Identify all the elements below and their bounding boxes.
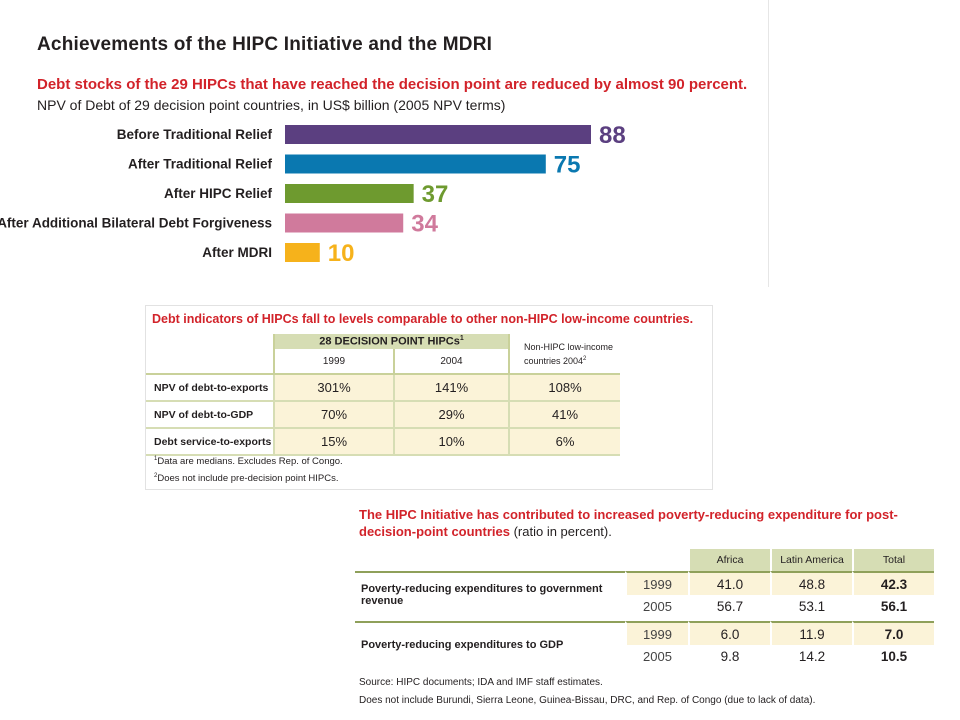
cell-africa: 6.0	[688, 621, 770, 645]
cell-1999: 70%	[273, 402, 393, 429]
cell-total: 10.5	[852, 645, 934, 667]
col-nonhipc: Non-HIPC low-income countries 20042	[508, 334, 620, 375]
value-label: 37	[422, 181, 449, 208]
category-label: After Additional Bilateral Debt Forgiven…	[0, 216, 272, 231]
category-label: After HIPC Relief	[164, 186, 273, 201]
value-label: 34	[411, 211, 438, 238]
col-africa: Africa	[688, 549, 770, 571]
cell-2004: 29%	[393, 402, 508, 429]
cell-africa: 56.7	[688, 595, 770, 617]
col-1999: 1999	[273, 349, 393, 375]
col-nonhipc-line2: countries 2004	[524, 355, 584, 366]
col-latam: Latin America	[770, 549, 852, 571]
footnote-1: 1Data are medians. Excludes Rep. of Cong…	[154, 456, 343, 467]
debt-indicators-title: Debt indicators of HIPCs fall to levels …	[152, 312, 694, 326]
cell-latam: 14.2	[770, 645, 852, 667]
year-cell: 1999	[625, 621, 688, 645]
col-nonhipc-sup: 2	[583, 355, 587, 362]
category-label: After Traditional Relief	[128, 157, 273, 172]
cell-1999: 15%	[273, 429, 393, 456]
row-label: Debt service-to-exports	[146, 429, 273, 456]
category-label: Before Traditional Relief	[117, 127, 273, 142]
chart-caption: NPV of Debt of 29 decision point countri…	[37, 97, 506, 113]
poverty-expenditure-panel: The HIPC Initiative has contributed to i…	[352, 500, 960, 720]
cell-nonhipc: 108%	[508, 375, 620, 402]
table-row: Poverty-reducing expenditures to GDP 199…	[355, 621, 934, 651]
row-label: Poverty-reducing expenditures to governm…	[355, 571, 625, 617]
table-row: NPV of debt-to-exports 301% 141% 108%	[146, 375, 620, 402]
source-note: Source: HIPC documents; IDA and IMF staf…	[359, 677, 603, 688]
cell-latam: 11.9	[770, 621, 852, 645]
cell-nonhipc: 6%	[508, 429, 620, 456]
group-header-sup: 1	[459, 335, 464, 343]
cell-latam: 53.1	[770, 595, 852, 617]
chart-subtitle: Debt stocks of the 29 HIPCs that have re…	[37, 76, 748, 93]
table-row: 2005 9.8 14.2 10.5	[355, 645, 934, 667]
footnote-2-sup: 2	[154, 473, 158, 479]
debt-indicators-table: 28 DECISION POINT HIPCs1 Non-HIPC low-in…	[146, 334, 620, 456]
bar	[285, 125, 591, 144]
cell-2004: 10%	[393, 429, 508, 456]
footnote-1-text: Data are medians. Excludes Rep. of Congo…	[157, 456, 343, 468]
value-label: 75	[554, 152, 581, 179]
page-title: Achievements of the HIPC Initiative and …	[37, 34, 493, 55]
group-header-label: 28 DECISION POINT HIPCs	[319, 335, 460, 348]
col-total: Total	[852, 549, 934, 571]
table-row: Poverty-reducing expenditures to governm…	[355, 571, 934, 607]
cell-1999: 301%	[273, 375, 393, 402]
col-nonhipc-line1: Non-HIPC low-income	[524, 341, 614, 352]
cell-total: 56.1	[852, 595, 934, 617]
bar-chart: Before Traditional Relief 88 After Traditi…	[0, 122, 626, 267]
poverty-expenditure-title-text: The HIPC Initiative has contributed to i…	[359, 507, 898, 539]
poverty-expenditure-title: The HIPC Initiative has contributed to i…	[359, 506, 949, 540]
cell-total: 7.0	[852, 621, 934, 645]
poverty-expenditure-title-note: (ratio in percent).	[513, 524, 612, 539]
group-header: 28 DECISION POINT HIPCs1	[273, 334, 508, 349]
value-label: 10	[328, 240, 355, 267]
row-label: NPV of debt-to-GDP	[146, 402, 273, 429]
cell-latam: 48.8	[770, 571, 852, 595]
poverty-expenditure-table: Africa Latin America Total Poverty-reduc…	[355, 549, 934, 667]
cell-nonhipc: 41%	[508, 402, 620, 429]
table-row: Debt service-to-exports 15% 10% 6%	[146, 429, 620, 456]
table-row: 2005 56.7 53.1 56.1	[355, 595, 934, 617]
value-label: 88	[599, 122, 626, 149]
cell-africa: 9.8	[688, 645, 770, 667]
row-label: NPV of debt-to-exports	[146, 375, 273, 402]
footnote-2-text: Does not include pre-decision point HIPC…	[157, 473, 339, 485]
bar	[285, 154, 546, 174]
data-note: Does not include Burundi, Sierra Leone, …	[359, 695, 816, 706]
footnote-1-sup: 1	[154, 456, 158, 462]
bar	[285, 243, 320, 262]
chart-panel: Achievements of the HIPC Initiative and …	[0, 0, 769, 287]
bar	[285, 213, 404, 233]
year-cell: 2005	[625, 645, 688, 667]
table-row: NPV of debt-to-GDP 70% 29% 41%	[146, 402, 620, 429]
category-label: After MDRI	[202, 245, 272, 260]
cell-total: 42.3	[852, 571, 934, 595]
year-cell: 1999	[625, 571, 688, 595]
bar	[285, 184, 414, 203]
cell-2004: 141%	[393, 375, 508, 402]
cell-africa: 41.0	[688, 571, 770, 595]
year-cell: 2005	[625, 595, 688, 617]
debt-indicators-panel: Debt indicators of HIPCs fall to levels …	[145, 305, 713, 490]
row-label: Poverty-reducing expenditures to GDP	[355, 621, 625, 667]
footnote-2: 2Does not include pre-decision point HIP…	[154, 473, 338, 484]
col-2004: 2004	[393, 349, 508, 375]
